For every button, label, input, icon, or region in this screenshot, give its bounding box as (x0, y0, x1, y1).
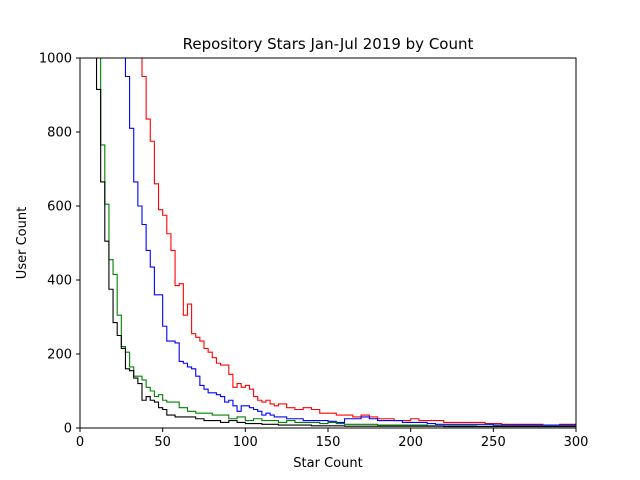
series-line-1 (137, 58, 576, 426)
x-tick-label: 250 (481, 435, 506, 450)
series-line-3 (95, 58, 576, 427)
x-tick-label: 50 (154, 435, 171, 450)
series-line-2 (120, 58, 576, 426)
x-axis: 0 50 100 150 200 250 300 (76, 428, 589, 450)
y-tick-label: 600 (47, 200, 72, 215)
x-tick-label: 150 (316, 435, 341, 450)
x-tick-label: 100 (233, 435, 258, 450)
y-axis-label: User Count (15, 207, 30, 279)
y-tick-label: 200 (47, 348, 72, 363)
x-axis-label: Star Count (293, 456, 362, 471)
y-tick-label: 800 (47, 126, 72, 141)
x-tick-label: 0 (76, 435, 84, 450)
y-tick-label: 0 (64, 422, 72, 437)
series-line-4 (91, 58, 576, 428)
chart-title: Repository Stars Jan-Jul 2019 by Count (183, 35, 474, 53)
series-layer (91, 58, 576, 428)
y-tick-label: 400 (47, 274, 72, 289)
y-axis: 0 200 400 600 800 1000 (39, 52, 80, 437)
x-tick-label: 200 (398, 435, 423, 450)
x-tick-label: 300 (564, 435, 589, 450)
y-tick-label: 1000 (39, 52, 72, 67)
